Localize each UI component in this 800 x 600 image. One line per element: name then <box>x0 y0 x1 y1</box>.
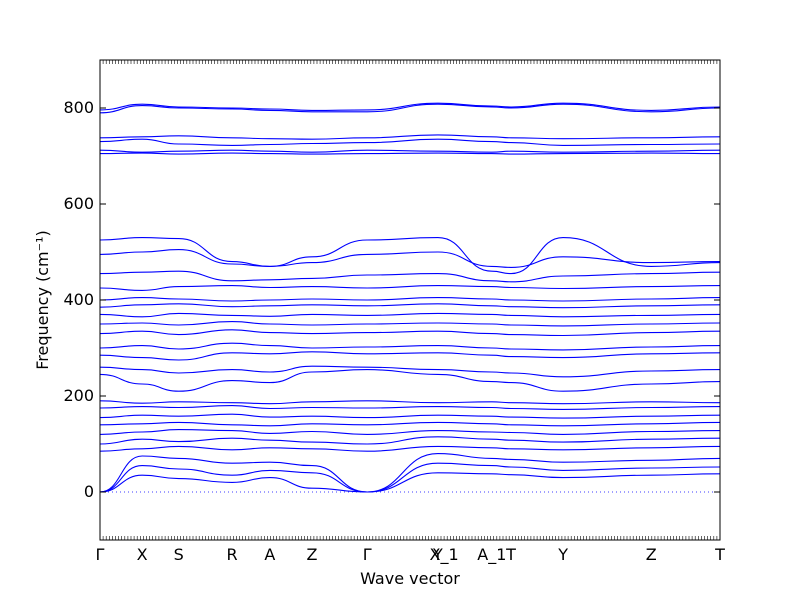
y-tick-label: 200 <box>63 386 94 405</box>
plot-frame <box>99 59 721 541</box>
y-tick-label: 800 <box>63 98 94 117</box>
x-tick-label: Y <box>432 545 443 564</box>
x-tick-label: T <box>505 545 516 564</box>
band-line-mid-19 <box>99 285 721 291</box>
band-line-high-24 <box>99 149 721 153</box>
x-tick-label: X_1 <box>430 545 459 565</box>
band-line-high-28 <box>99 102 721 111</box>
x-tick-label: A_1 <box>477 545 506 565</box>
band-line-high-26 <box>99 134 721 140</box>
x-tick-label: Z <box>307 545 318 564</box>
x-tick-label: Γ <box>363 545 372 564</box>
x-axis-label: Wave vector <box>360 569 460 588</box>
band-line-mid-18 <box>99 297 721 302</box>
x-tick-label: Z <box>646 545 657 564</box>
band-line-mid-22 <box>99 237 721 275</box>
band-line-mid-14 <box>99 329 721 337</box>
x-tick-label: X <box>137 545 148 564</box>
x-tick-label: Y <box>557 545 568 564</box>
x-tick-label: A <box>264 545 275 564</box>
band-line-mid-21 <box>99 249 721 268</box>
band-line-acoustic-2 <box>99 453 721 493</box>
y-ticks: 0 200 400 600 800 <box>63 98 720 501</box>
band-line-low-4 <box>99 436 721 445</box>
band-line-low-6 <box>99 421 721 427</box>
band-line-low-3 <box>99 445 721 452</box>
x-tick-label: S <box>174 545 184 564</box>
band-line-low-5 <box>99 429 721 435</box>
band-line-mid-10 <box>99 369 721 392</box>
x-tick-label: T <box>714 545 725 564</box>
y-tick-label: 600 <box>63 194 94 213</box>
band-line-mid-17 <box>99 303 721 309</box>
bands-layer <box>99 102 721 493</box>
band-line-mid-12 <box>99 351 721 361</box>
x-tick-label: R <box>226 545 237 564</box>
band-line-low-8 <box>99 405 721 410</box>
band-line-mid-16 <box>99 312 721 318</box>
band-line-mid-20 <box>99 270 721 283</box>
x-tick-label: Γ <box>96 545 105 564</box>
y-tick-label: 400 <box>63 290 94 309</box>
band-line-low-7 <box>99 413 721 419</box>
band-line-high-27 <box>99 103 721 114</box>
band-line-mid-15 <box>99 321 721 327</box>
band-line-mid-11 <box>99 365 721 378</box>
band-line-high-23 <box>99 152 721 155</box>
y-tick-label: 0 <box>84 482 94 501</box>
band-line-high-25 <box>99 138 721 146</box>
band-line-mid-13 <box>99 342 721 351</box>
y-axis-label: Frequency (cm⁻¹) <box>33 230 52 369</box>
band-line-low-9 <box>99 400 721 405</box>
